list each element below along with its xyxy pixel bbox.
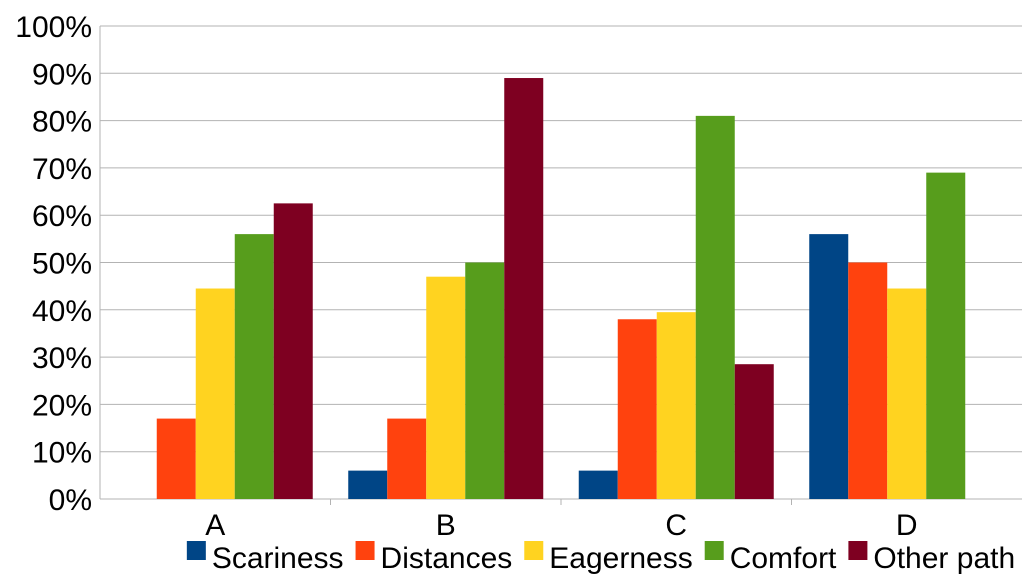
legend-label: Distances xyxy=(381,542,513,574)
x-category-label: D xyxy=(896,509,918,542)
legend-swatch xyxy=(848,541,868,560)
bar-scariness-b xyxy=(348,470,388,499)
bar-distances-c xyxy=(617,319,657,499)
y-tick-label: 60% xyxy=(32,200,92,233)
legend-label: Scariness xyxy=(212,542,344,574)
y-tick-label: 30% xyxy=(32,342,92,375)
legend-swatch xyxy=(355,541,375,560)
bar-eagerness-c xyxy=(656,312,696,499)
y-tick-label: 70% xyxy=(32,153,92,186)
y-tick-labels: 0% 10% 20% 30% 40% 50% 60% 70% 80% 90% 100% xyxy=(15,11,92,517)
bar-distances-b xyxy=(387,418,427,499)
legend: Scariness Distances Eagerness Comfort Other … xyxy=(186,541,1015,574)
y-tick-label: 20% xyxy=(32,389,92,422)
bar-other-path-c xyxy=(734,364,774,499)
bar-other-path-a xyxy=(273,203,313,499)
bar-scariness-c xyxy=(578,470,618,499)
bar-distances-a xyxy=(156,418,196,499)
legend-label: Other path xyxy=(873,542,1015,574)
bar-comfort-b xyxy=(465,262,505,499)
bar-scariness-d xyxy=(809,234,849,499)
legend-label: Eagerness xyxy=(549,542,692,574)
bar-distances-d xyxy=(848,262,888,499)
bar-eagerness-a xyxy=(195,288,235,499)
bar-eagerness-b xyxy=(426,276,466,499)
x-category-label: A xyxy=(205,509,225,542)
x-category-label: B xyxy=(436,509,456,542)
legend-item-distances: Distances xyxy=(355,541,513,574)
legend-swatch xyxy=(186,541,206,560)
x-category-labels: A B C D xyxy=(205,509,917,542)
y-tick-label: 90% xyxy=(32,58,92,91)
x-category-label: C xyxy=(665,509,687,542)
y-tick-label: 0% xyxy=(49,484,92,517)
legend-item-scariness: Scariness xyxy=(186,541,344,574)
y-tick-label: 100% xyxy=(15,11,92,44)
bar-comfort-d xyxy=(926,172,966,499)
y-tick-label: 40% xyxy=(32,295,92,328)
y-tick-label: 10% xyxy=(32,437,92,470)
legend-item-other-path: Other path xyxy=(848,541,1015,574)
y-tick-label: 80% xyxy=(32,106,92,139)
legend-label: Comfort xyxy=(730,542,837,574)
legend-swatch xyxy=(704,541,724,560)
y-tick-label: 50% xyxy=(32,248,92,281)
legend-item-eagerness: Eagerness xyxy=(524,541,693,574)
legend-swatch xyxy=(524,541,544,560)
bar-comfort-c xyxy=(695,115,735,500)
bar-comfort-a xyxy=(234,234,274,499)
legend-item-comfort: Comfort xyxy=(704,541,837,574)
bar-eagerness-d xyxy=(887,288,927,499)
bar-other-path-b xyxy=(504,78,544,499)
bars xyxy=(156,78,966,500)
